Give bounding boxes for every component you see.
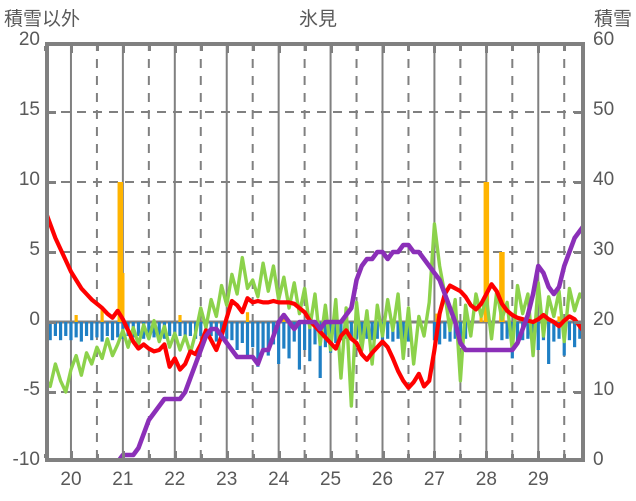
y-axis-right-tick: 0: [593, 449, 604, 470]
y-axis-left-tick: -5: [23, 379, 40, 400]
x-minor-tickmark: [44, 454, 47, 458]
x-top-minor-tickmark: [44, 46, 47, 51]
x-top-tickmark: [537, 46, 541, 53]
chart-title: 氷見: [298, 9, 337, 30]
x-top-tickmark: [277, 46, 281, 53]
y-right-tickmark: [574, 181, 581, 184]
x-minor-tickmark: [407, 454, 411, 458]
x-top-minor-tickmark: [355, 46, 359, 51]
y-right-tickmark: [574, 391, 581, 394]
x-top-minor-tickmark: [303, 46, 307, 51]
right-axis-title: 積雪: [593, 9, 632, 30]
x-tickmark: [121, 451, 125, 458]
y-axis-left-tick: 5: [29, 239, 40, 260]
x-tickmark: [381, 451, 385, 458]
x-top-tickmark: [381, 46, 385, 53]
x-tickmark: [537, 451, 541, 458]
x-top-tickmark: [69, 46, 73, 53]
y-right-tickmark: [574, 321, 581, 324]
x-minor-tickmark: [511, 454, 515, 458]
x-minor-tickmark: [563, 454, 567, 458]
y-left-tickmark: [49, 181, 56, 184]
x-axis-tick: 21: [112, 469, 134, 490]
y-axis-left-tick: 15: [18, 99, 40, 120]
y-axis-right-tick: 10: [593, 379, 615, 400]
x-axis-tick: 25: [319, 469, 342, 490]
left-axis-title: 積雪以外: [4, 9, 81, 30]
x-axis-tick: 27: [423, 469, 445, 490]
y-axis-right-tick: 50: [593, 99, 615, 120]
x-axis-tick: 26: [371, 469, 394, 490]
x-top-tickmark: [485, 46, 489, 53]
x-tickmark: [433, 451, 437, 458]
x-tickmark: [225, 451, 229, 458]
x-top-tickmark: [173, 46, 177, 53]
x-axis-tick: 23: [216, 469, 238, 490]
x-tickmark: [329, 451, 333, 458]
y-axis-left-tick: 20: [18, 29, 40, 50]
y-axis-left-tick: 0: [29, 309, 40, 330]
y-axis-right-tick: 40: [593, 169, 615, 190]
x-top-minor-tickmark: [459, 46, 463, 51]
x-axis-tick: 28: [475, 469, 497, 490]
x-tickmark: [173, 451, 177, 458]
x-top-tickmark: [433, 46, 437, 53]
x-top-tickmark: [225, 46, 229, 53]
x-top-tickmark: [121, 46, 125, 53]
y-right-tickmark: [574, 251, 581, 254]
x-minor-tickmark: [95, 454, 99, 458]
x-tickmark: [485, 451, 489, 458]
y-axis-left-tick: 10: [18, 169, 40, 190]
y-left-tickmark: [49, 391, 56, 394]
x-minor-tickmark: [355, 454, 359, 458]
x-top-minor-tickmark: [95, 46, 99, 51]
x-minor-tickmark: [199, 454, 203, 458]
chart-canvas: [45, 42, 585, 462]
x-axis-tick: 22: [164, 469, 186, 490]
y-axis-right-tick: 30: [593, 239, 615, 260]
y-left-tickmark: [49, 111, 56, 114]
y-axis-left-tick: -10: [12, 449, 40, 470]
x-minor-tickmark: [459, 454, 463, 458]
x-top-minor-tickmark: [407, 46, 411, 51]
x-top-minor-tickmark: [147, 46, 151, 51]
x-top-minor-tickmark: [563, 46, 567, 51]
y-left-tickmark: [49, 321, 56, 324]
y-left-tickmark: [49, 251, 56, 254]
x-minor-tickmark: [251, 454, 255, 458]
x-top-minor-tickmark: [511, 46, 515, 51]
x-axis-tick: 20: [60, 469, 82, 490]
x-top-tickmark: [329, 46, 333, 53]
x-axis-tick: 24: [268, 469, 290, 490]
x-tickmark: [69, 451, 73, 458]
plot-area: [45, 42, 585, 462]
x-top-minor-tickmark: [251, 46, 255, 51]
x-top-minor-tickmark: [199, 46, 203, 51]
x-axis-tick: 29: [527, 469, 549, 490]
x-tickmark: [277, 451, 281, 458]
x-minor-tickmark: [303, 454, 307, 458]
x-minor-tickmark: [147, 454, 151, 458]
y-right-tickmark: [574, 111, 581, 114]
y-axis-right-tick: 60: [593, 29, 615, 50]
y-axis-right-tick: 20: [593, 309, 615, 330]
